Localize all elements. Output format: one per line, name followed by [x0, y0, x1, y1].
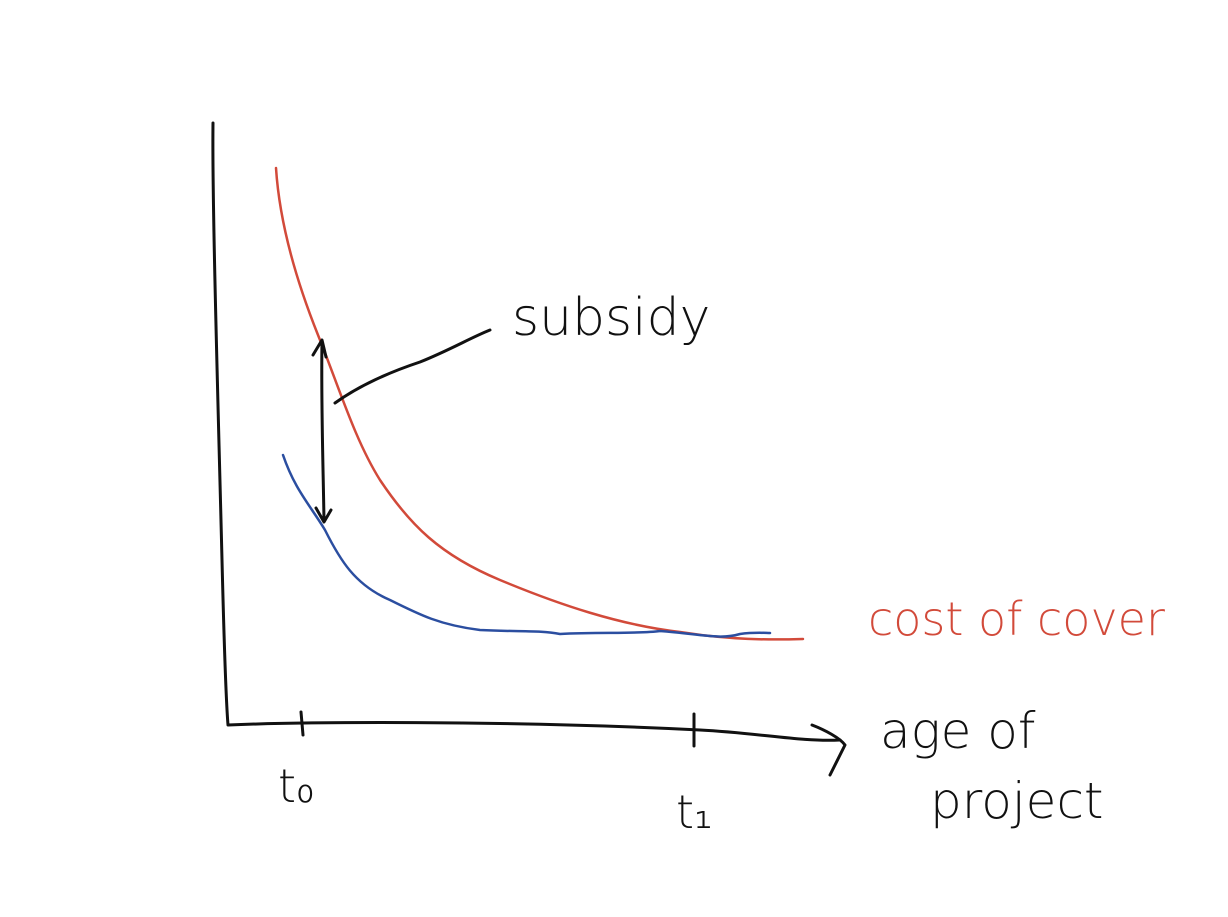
x-axis-arrowhead [810, 723, 847, 777]
curve-label: cost of cover [868, 592, 1165, 646]
leader-line [333, 328, 492, 405]
tick-marks [299, 710, 696, 748]
x-axis-label: age of [880, 702, 1036, 760]
tick-label: t₀ [278, 759, 314, 813]
subsidy-arrow [311, 338, 333, 524]
tick-label: t₁ [676, 785, 712, 839]
axes [211, 121, 842, 742]
x-axis-label: project [930, 772, 1104, 830]
blue-curve [281, 453, 772, 638]
annotation: subsidy [512, 288, 710, 348]
